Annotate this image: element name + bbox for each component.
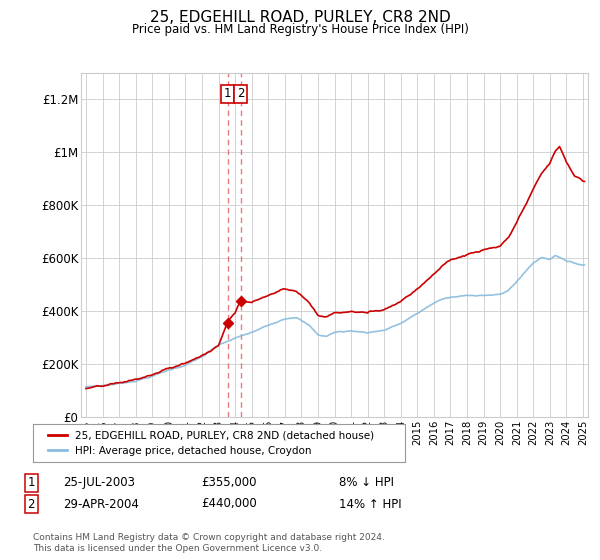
Legend: 25, EDGEHILL ROAD, PURLEY, CR8 2ND (detached house), HPI: Average price, detache: 25, EDGEHILL ROAD, PURLEY, CR8 2ND (deta… — [42, 424, 380, 462]
Text: Contains HM Land Registry data © Crown copyright and database right 2024.
This d: Contains HM Land Registry data © Crown c… — [33, 534, 385, 553]
Text: 29-APR-2004: 29-APR-2004 — [63, 497, 139, 511]
Text: 2: 2 — [28, 497, 35, 511]
Text: 1: 1 — [28, 476, 35, 489]
Text: 8% ↓ HPI: 8% ↓ HPI — [339, 476, 394, 489]
Text: Price paid vs. HM Land Registry's House Price Index (HPI): Price paid vs. HM Land Registry's House … — [131, 22, 469, 36]
Text: 1: 1 — [224, 87, 232, 100]
Text: 25-JUL-2003: 25-JUL-2003 — [63, 476, 135, 489]
Text: 2: 2 — [237, 87, 244, 100]
Text: 25, EDGEHILL ROAD, PURLEY, CR8 2ND: 25, EDGEHILL ROAD, PURLEY, CR8 2ND — [149, 11, 451, 25]
Text: 14% ↑ HPI: 14% ↑ HPI — [339, 497, 401, 511]
Text: £355,000: £355,000 — [201, 476, 257, 489]
Text: £440,000: £440,000 — [201, 497, 257, 511]
